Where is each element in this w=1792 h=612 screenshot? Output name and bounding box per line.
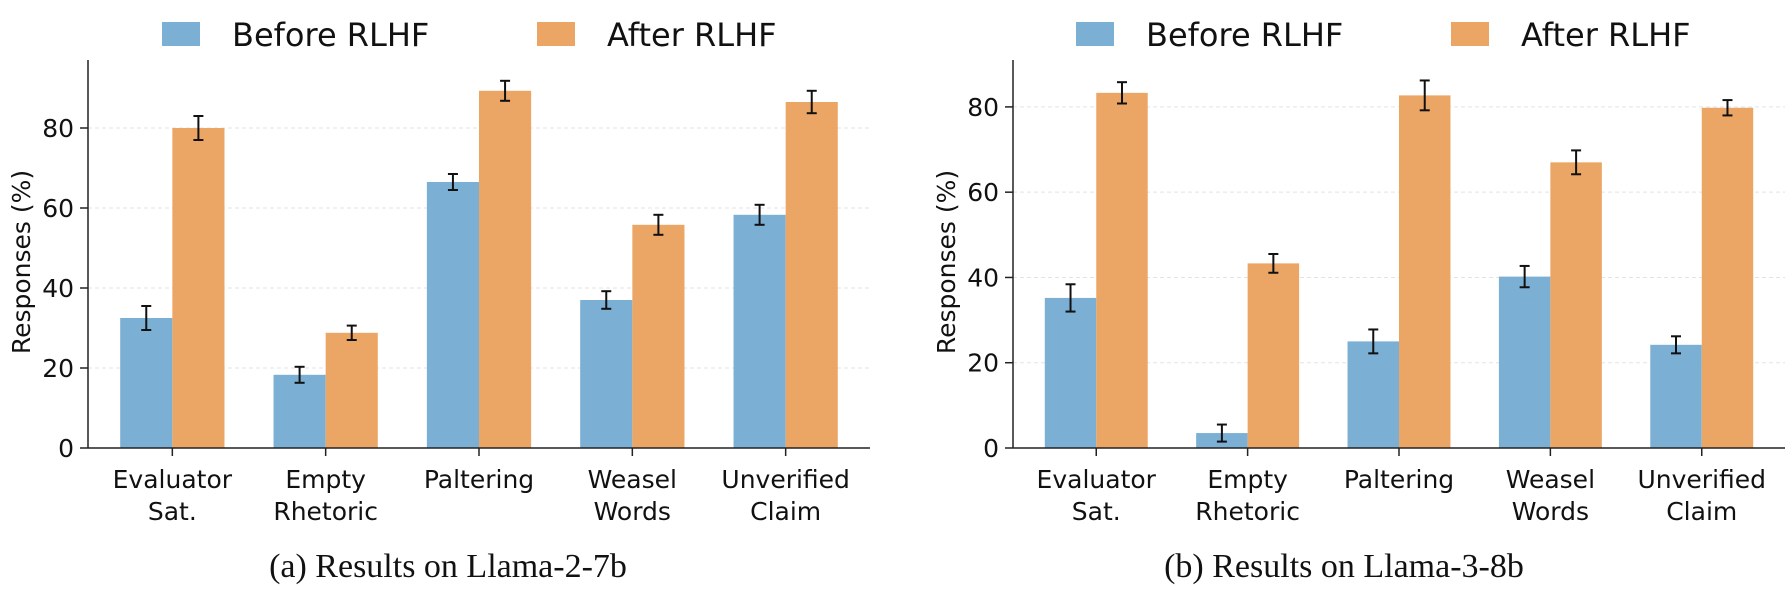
error-bar <box>294 365 305 384</box>
error-bar <box>1419 79 1430 112</box>
error-bar <box>447 173 458 191</box>
bar-before <box>273 374 326 448</box>
bar-before <box>426 182 479 448</box>
bar-after <box>785 102 838 448</box>
y-tick-label: 60 <box>967 178 999 207</box>
bar-before <box>580 300 633 448</box>
error-bar <box>754 203 765 226</box>
legend-label-after: After RLHF <box>607 16 777 54</box>
error-bar <box>193 115 204 141</box>
bar-before <box>1650 344 1702 448</box>
y-axis-label: Responses (%) <box>932 170 961 354</box>
legend-swatch-before <box>162 22 200 46</box>
bar-before <box>733 214 786 448</box>
chart-b: 0 20 40 60 80 Responses (%) Evaluator Sat. Empty… <box>932 16 1785 526</box>
legend-label-before: Before RLHF <box>232 16 429 54</box>
error-bar <box>1571 149 1582 176</box>
x-tick-label: Weasel Words <box>1506 465 1595 526</box>
y-tick-label: 0 <box>58 434 74 463</box>
bar-after <box>1096 92 1148 448</box>
caption-chart-b: (b) Results on Llama-3-8b <box>1164 548 1524 585</box>
error-bar <box>601 290 612 310</box>
y-axis-label: Responses (%) <box>7 170 36 354</box>
x-tick-label: Empty Rhetoric <box>1195 465 1300 526</box>
bar-after <box>479 90 532 449</box>
x-tick-label: Evaluator Sat. <box>113 465 233 526</box>
y-tick-label: 80 <box>42 114 74 143</box>
y-tick-label: 20 <box>42 354 74 383</box>
y-tick-label: 40 <box>967 263 999 292</box>
error-bar <box>1519 264 1530 289</box>
bar-after <box>1550 162 1602 449</box>
x-tick-label: Paltering <box>1344 465 1454 494</box>
error-bar <box>806 89 817 115</box>
bar-before <box>120 318 173 448</box>
bar-before <box>1347 341 1399 448</box>
y-tick-label: 60 <box>42 194 74 223</box>
y-tick-label: 40 <box>42 274 74 303</box>
legend-label-before: Before RLHF <box>1146 16 1343 54</box>
legend-label-after: After RLHF <box>1521 16 1691 54</box>
bar-after <box>1701 107 1754 448</box>
error-bar <box>346 324 357 341</box>
bar-after <box>1399 95 1451 448</box>
legend-swatch-after <box>1451 22 1489 46</box>
legend-swatch-after <box>537 22 575 46</box>
x-tick-label: Unverified Claim <box>721 465 850 526</box>
bar-before <box>1044 297 1097 448</box>
x-tick-label: Weasel Words <box>588 465 677 526</box>
bar-after <box>632 224 685 448</box>
bar-after <box>325 332 378 448</box>
error-bar <box>1065 283 1076 313</box>
bar-after <box>172 128 225 448</box>
bar-before <box>1498 276 1551 448</box>
error-bar <box>1216 423 1227 443</box>
error-bar <box>1671 335 1682 355</box>
error-bar <box>1116 81 1127 105</box>
error-bar <box>141 305 152 331</box>
y-tick-label: 80 <box>967 93 999 122</box>
y-tick-label: 0 <box>983 434 999 463</box>
legend-swatch-before <box>1076 22 1114 46</box>
legend: Before RLHF After RLHF <box>1076 16 1691 54</box>
x-tick-label: Unverified Claim <box>1637 465 1766 526</box>
legend: Before RLHF After RLHF <box>162 16 777 54</box>
error-bar <box>500 79 511 102</box>
bar-after <box>1247 263 1300 448</box>
y-tick-label: 20 <box>967 349 999 378</box>
error-bar <box>1268 253 1279 274</box>
x-tick-label: Empty Rhetoric <box>273 465 378 526</box>
caption-chart-a: (a) Results on Llama-2-7b <box>269 548 627 585</box>
x-tick-label: Paltering <box>424 465 534 494</box>
error-bar <box>653 213 664 236</box>
error-bar <box>1368 328 1379 355</box>
error-bar <box>1722 99 1733 117</box>
x-tick-label: Evaluator Sat. <box>1037 465 1157 526</box>
